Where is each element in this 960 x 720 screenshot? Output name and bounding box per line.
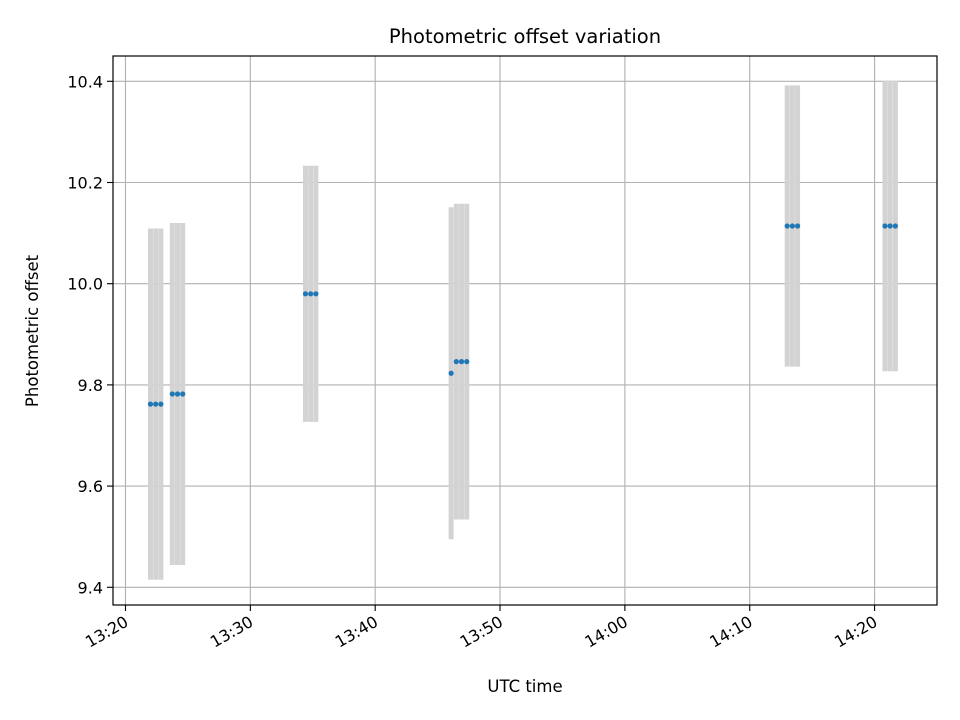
data-point	[174, 391, 181, 397]
data-point	[158, 401, 164, 407]
data-point	[784, 223, 790, 229]
data-point	[789, 223, 795, 229]
y-axis-ticks: 9.4 9.6 9.8 10.0 10.2 10.4	[67, 72, 113, 597]
data-point	[180, 391, 186, 397]
y-tick-label: 10.2	[67, 173, 103, 192]
y-tick-label: 10.0	[67, 275, 103, 294]
plot-frame	[112, 55, 938, 606]
data-point	[794, 223, 801, 229]
data-point	[448, 370, 454, 376]
data-point	[882, 223, 888, 229]
data-point	[453, 359, 459, 365]
data-points	[147, 223, 898, 407]
data-point	[892, 223, 898, 229]
data-point	[308, 291, 314, 297]
plot-area	[113, 56, 937, 605]
data-point	[147, 401, 154, 407]
data-point	[313, 291, 319, 297]
data-point	[887, 223, 893, 229]
data-point	[458, 359, 465, 365]
data-point	[302, 291, 309, 297]
x-axis-title: UTC time	[487, 677, 562, 696]
y-tick-label: 10.4	[67, 72, 103, 91]
data-point	[153, 401, 159, 407]
y-tick-label: 9.8	[78, 376, 103, 395]
data-point	[464, 359, 470, 365]
y-axis-title: Photometric offset	[23, 254, 42, 407]
x-grid	[124, 56, 876, 605]
chart-title: Photometric offset variation	[389, 25, 661, 48]
y-tick-label: 9.6	[78, 477, 103, 496]
data-point	[169, 391, 175, 397]
y-tick-label: 9.4	[78, 578, 103, 597]
